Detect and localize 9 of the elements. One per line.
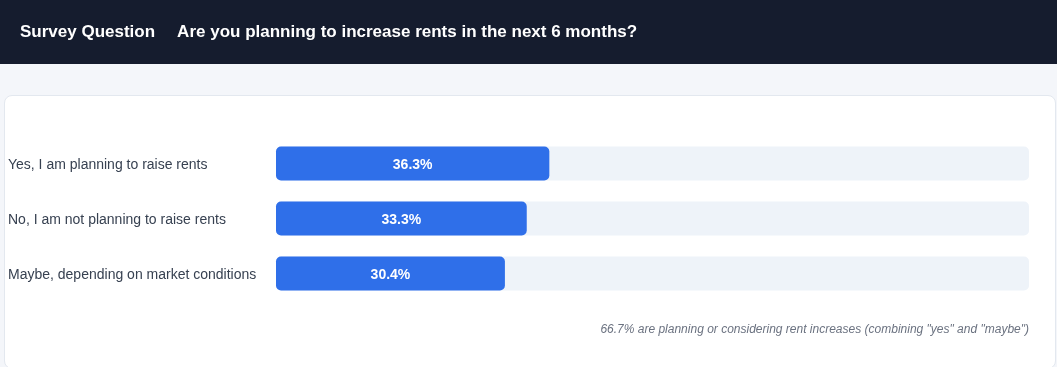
chart-subtitle: Are you planning to increase rents in the next 6 months? bbox=[177, 22, 638, 42]
data-label: 30.4% bbox=[370, 265, 411, 282]
text: Survey Question bbox=[20, 22, 156, 42]
y-tick-label: Maybe, depending on market conditions bbox=[8, 265, 257, 282]
text: 66.7% are planning or considering rent increases (combining "yes" and "maybe") bbox=[600, 322, 1029, 336]
y-tick-label: Yes, I am planning to raise rents bbox=[8, 155, 208, 172]
data-label: 36.3% bbox=[392, 155, 434, 172]
y-tick-label: No, I am not planning to raise rents bbox=[8, 210, 226, 227]
data-label: 33.3% bbox=[381, 210, 422, 227]
